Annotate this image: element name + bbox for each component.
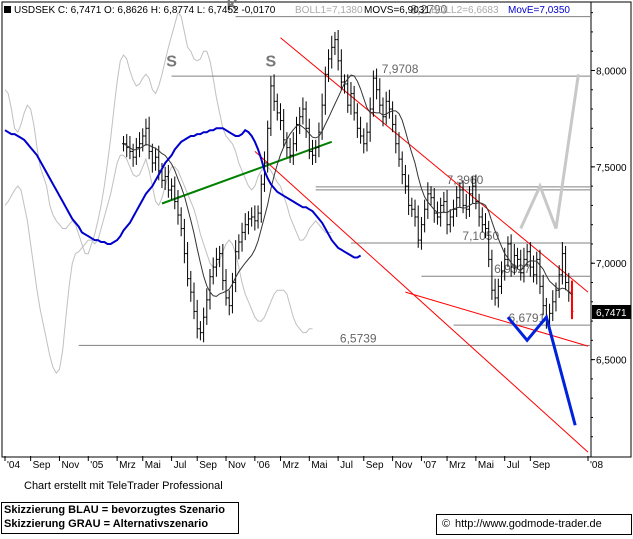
y-axis-panel — [590, 1, 632, 458]
chart-credit: Chart erstellt mit TeleTrader Profession… — [24, 480, 223, 492]
level-label: 7,9708 — [382, 62, 419, 76]
y-tick-label: 6,5000 — [596, 356, 627, 367]
x-tick-label: Sep — [366, 460, 384, 471]
x-tick-label: Sep — [199, 460, 217, 471]
y-tick-label: 7,0000 — [596, 259, 627, 270]
x-tick-label: Jul — [507, 460, 520, 471]
scenario-blue-line — [506, 314, 577, 426]
header-move: MovE=7,0350 — [508, 5, 570, 16]
pattern-label: K — [227, 0, 239, 15]
header-boll1: BOLL1=7,1380 — [295, 5, 363, 16]
x-tick-label: Sep — [33, 460, 51, 471]
legend-grey-scenario: Skizzierung GRAU = Alternativszenario — [4, 518, 209, 530]
x-tick-label: Nov — [395, 460, 413, 471]
x-tick-label: Mai — [478, 460, 494, 471]
header-movs: MOVS=6,9031 — [364, 5, 430, 16]
website-url[interactable]: http://www.godmode-trader.de — [455, 518, 602, 530]
x-tick-label: '04 — [7, 460, 20, 471]
level-label: 8,2790 — [411, 3, 448, 17]
x-tick-label: Mrz — [282, 460, 299, 471]
scenario-legend: Skizzierung BLAU = bevorzugtes Szenario … — [1, 502, 239, 534]
x-tick-label: '08 — [590, 460, 603, 471]
header-ohlc: USDSEK C: 6,7471 O: 6,8626 H: 6,8774 L: … — [14, 5, 276, 16]
x-tick-label: Jul — [340, 460, 353, 471]
pattern-label: S — [166, 54, 177, 71]
move-line — [4, 127, 362, 259]
level-label: 7,1050 — [462, 229, 499, 243]
channel-upper-line — [280, 37, 589, 293]
header-marker-icon — [4, 6, 11, 13]
y-tick-label: 8,0000 — [596, 66, 627, 77]
current-value-box — [592, 304, 631, 319]
bollinger-upper-line — [4, 11, 332, 255]
level-label: 6,5739 — [340, 331, 377, 345]
x-tick-label: Jul — [174, 460, 187, 471]
level-label: 6,6791 — [509, 311, 546, 325]
copyright-icon: © — [441, 518, 451, 530]
x-tick-label: Mai — [311, 460, 327, 471]
legend-blue-scenario: Skizzierung BLAU = bevorzugtes Szenario — [4, 504, 225, 516]
website-link[interactable]: © http://www.godmode-trader.de — [436, 514, 632, 535]
channel-mid-line — [405, 291, 589, 347]
plot-frame — [1, 1, 592, 458]
y-tick-label: 7,5000 — [596, 163, 627, 174]
channel-lower-line — [254, 151, 589, 453]
bollinger-lower-line — [4, 154, 313, 374]
x-tick-label: Sep — [532, 460, 550, 471]
x-tick-label: Mai — [145, 460, 161, 471]
x-tick-label: '07 — [423, 460, 436, 471]
x-tick-label: Mrz — [449, 460, 466, 471]
x-tick-label: '06 — [257, 460, 270, 471]
x-tick-label: Nov — [61, 460, 79, 471]
pattern-label: S — [266, 54, 277, 71]
movs-line — [123, 74, 573, 297]
scenario-grey-line — [519, 74, 580, 230]
trend-line — [161, 140, 333, 205]
x-tick-label: Mrz — [119, 460, 136, 471]
current-value-label: 6,7471 — [596, 308, 627, 319]
header-boll2: BOLL2=6,6683 — [431, 5, 499, 16]
x-tick-label: '05 — [90, 460, 103, 471]
x-tick-label: Nov — [228, 460, 246, 471]
